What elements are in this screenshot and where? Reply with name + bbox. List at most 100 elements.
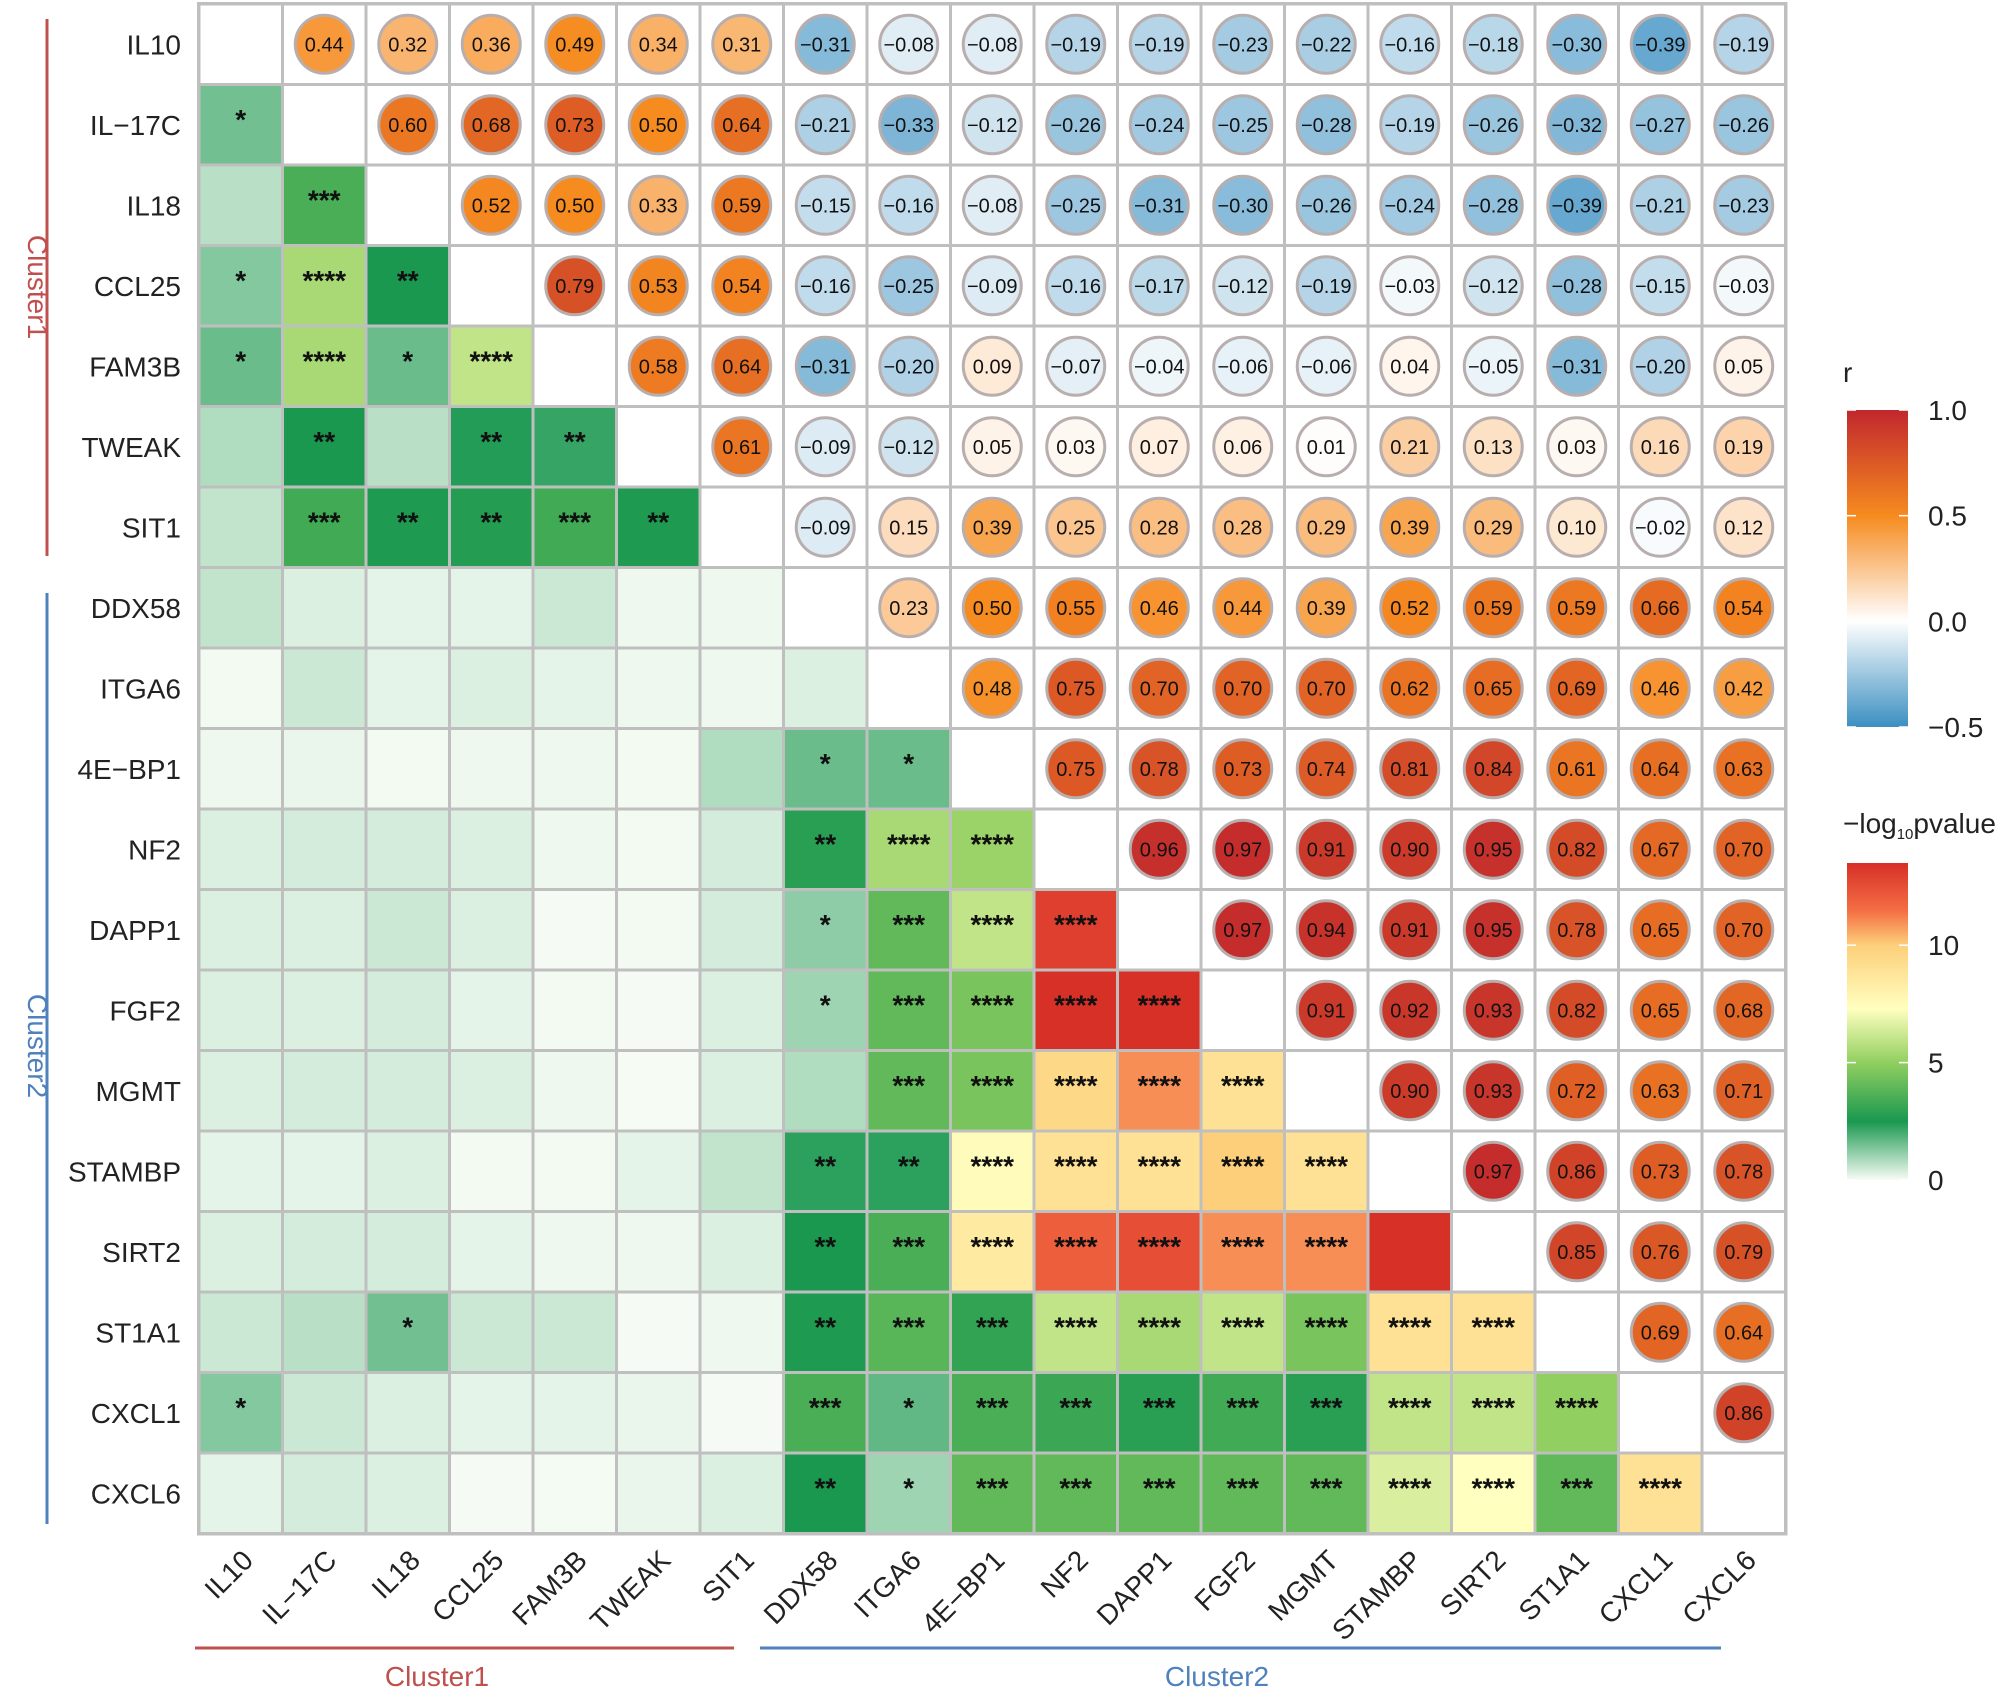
significance-stars: **** — [1137, 989, 1181, 1020]
significance-stars: **** — [1054, 1231, 1098, 1262]
column-label: SIT1 — [696, 1544, 760, 1608]
pvalue-cell — [868, 810, 949, 888]
correlation-value: −0.16 — [1050, 276, 1101, 298]
pvalue-cell — [1369, 1293, 1450, 1371]
correlation-value: 0.76 — [1641, 1242, 1680, 1264]
correlation-value: 0.68 — [472, 115, 511, 137]
correlation-value: 0.86 — [1557, 1161, 1596, 1183]
significance-stars: *** — [976, 1392, 1009, 1423]
diagonal-cell — [701, 488, 782, 566]
correlation-circle — [627, 13, 689, 75]
correlation-circle — [1379, 979, 1441, 1041]
correlation-circle — [1295, 818, 1357, 880]
pvalue-cell — [868, 1293, 949, 1371]
pvalue-cell — [1035, 891, 1116, 969]
correlation-circle — [711, 94, 773, 156]
significance-stars: ** — [313, 426, 335, 457]
correlation-circle — [1295, 899, 1357, 961]
significance-stars: * — [235, 345, 246, 376]
significance-stars: * — [820, 748, 831, 779]
correlation-value: 0.91 — [1307, 839, 1346, 861]
pvalue-cell — [200, 1293, 281, 1371]
cluster2-column-label: Cluster2 — [1165, 1661, 1269, 1692]
correlation-value: −0.16 — [1384, 34, 1435, 56]
pvalue-cell — [785, 649, 866, 727]
pvalue-cell — [367, 810, 448, 888]
pvalue-cell — [785, 1052, 866, 1130]
correlation-circle — [961, 657, 1023, 719]
correlation-value: 0.70 — [1140, 678, 1179, 700]
significance-stars: **** — [1304, 1311, 1348, 1342]
correlation-value: −0.12 — [1217, 276, 1268, 298]
correlation-circle — [1128, 818, 1190, 880]
significance-stars: **** — [302, 265, 346, 296]
correlation-value: −0.03 — [1718, 276, 1769, 298]
significance-stars: ** — [898, 1150, 920, 1181]
pvalue-cell — [367, 408, 448, 486]
correlation-circle — [1379, 818, 1441, 880]
diagonal-cell — [1620, 1374, 1701, 1452]
significance-stars: **** — [970, 909, 1014, 940]
correlation-value: −0.24 — [1134, 115, 1185, 137]
correlation-value: 0.01 — [1307, 437, 1346, 459]
correlation-value: 0.54 — [1724, 598, 1763, 620]
row-label: CXCL1 — [91, 1398, 181, 1429]
correlation-value: 0.50 — [639, 115, 678, 137]
correlation-circle — [711, 255, 773, 317]
significance-stars: *** — [892, 1070, 925, 1101]
correlation-circle — [1462, 335, 1524, 397]
significance-stars: *** — [308, 184, 341, 215]
correlation-circle — [1713, 335, 1775, 397]
pvalue-cell — [367, 971, 448, 1049]
correlation-value: −0.09 — [967, 276, 1018, 298]
significance-stars: ** — [814, 1150, 836, 1181]
correlation-value: 0.29 — [1307, 517, 1346, 539]
row-label: CXCL6 — [91, 1478, 181, 1509]
pvalue-cell — [701, 1293, 782, 1371]
correlation-value: 0.59 — [722, 195, 761, 217]
pvalue-cell — [1536, 1374, 1617, 1452]
pvalue-cell — [618, 1293, 699, 1371]
correlation-circle — [1128, 335, 1190, 397]
pvalue-cell — [618, 1052, 699, 1130]
row-label: ITGA6 — [100, 673, 181, 704]
pvalue-cell — [367, 488, 448, 566]
correlation-value: 0.62 — [1390, 678, 1429, 700]
correlation-circle — [1713, 496, 1775, 558]
correlation-circle — [544, 13, 606, 75]
diagonal-cell — [451, 247, 532, 325]
pvalue-cell — [534, 810, 615, 888]
pvalue-cell — [367, 1052, 448, 1130]
pvalue-cell — [451, 1213, 532, 1291]
pvalue-cell — [284, 649, 365, 727]
correlation-value: 0.58 — [639, 356, 678, 378]
correlation-circle — [1713, 174, 1775, 236]
significance-stars: **** — [1471, 1311, 1515, 1342]
pvalue-tick-label: 5 — [1928, 1048, 1944, 1079]
pvalue-cell — [534, 1213, 615, 1291]
pvalue-cell — [618, 891, 699, 969]
correlation-circle — [1212, 818, 1274, 880]
correlation-value: −0.25 — [1217, 115, 1268, 137]
correlation-circle — [1713, 738, 1775, 800]
correlation-value: 0.70 — [1724, 920, 1763, 942]
correlation-circle — [1379, 738, 1441, 800]
correlation-value: −0.18 — [1468, 34, 1519, 56]
pvalue-cell — [1119, 1213, 1200, 1291]
significance-stars: ** — [814, 1231, 836, 1262]
correlation-circle — [544, 255, 606, 317]
pvalue-cell — [534, 649, 615, 727]
correlation-circle — [1212, 496, 1274, 558]
correlation-value: 0.61 — [722, 437, 761, 459]
correlation-circle — [1713, 1301, 1775, 1363]
pvalue-cell — [534, 1374, 615, 1452]
cluster1-row-label: Cluster1 — [22, 235, 53, 339]
correlation-value: 0.46 — [1140, 598, 1179, 620]
pvalue-cell — [1369, 1213, 1450, 1291]
correlation-value: −0.08 — [883, 34, 934, 56]
correlation-value: −0.28 — [1468, 195, 1519, 217]
correlation-value: −0.32 — [1551, 115, 1602, 137]
significance-stars: **** — [302, 345, 346, 376]
r-tick-label: 0.5 — [1928, 501, 1967, 532]
correlation-circle — [1629, 1301, 1691, 1363]
